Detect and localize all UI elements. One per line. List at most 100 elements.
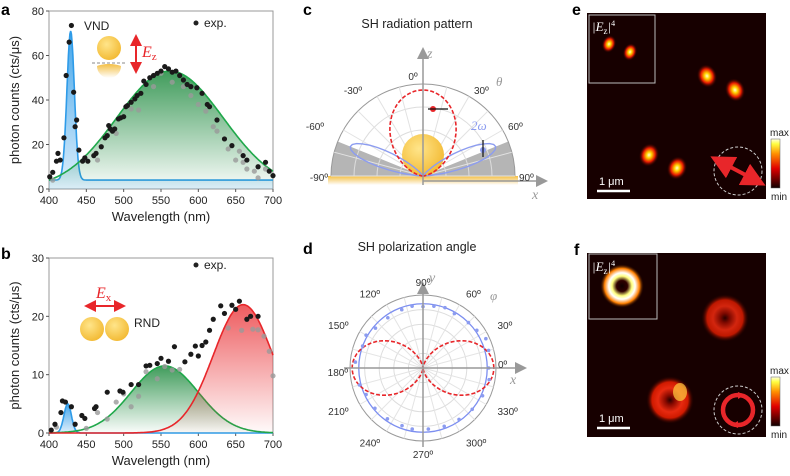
data-point — [410, 427, 415, 431]
data-point — [82, 415, 88, 422]
data-point — [188, 84, 194, 90]
data-point — [158, 68, 164, 74]
data-point-faded — [225, 325, 231, 331]
x-tick-label: 650 — [226, 439, 244, 451]
data-point — [72, 421, 78, 427]
data-point — [134, 92, 140, 99]
polar-grid-spoke — [359, 331, 424, 369]
data-point — [255, 164, 261, 170]
data-point — [244, 316, 250, 322]
data-point — [486, 348, 491, 353]
data-point — [192, 343, 198, 349]
phi-label: φ — [490, 288, 497, 303]
legend-exp-b: exp. — [204, 258, 227, 272]
x-axis-label: x — [509, 373, 517, 388]
colorbar-min-e: min — [771, 192, 787, 203]
data-point-faded — [169, 367, 175, 373]
x-tick-label: 450 — [77, 195, 95, 207]
annotation-vnd: VND — [84, 19, 110, 33]
data-point-faded — [154, 376, 160, 382]
legend-marker-a — [193, 20, 199, 26]
dipole-pattern-dashed — [389, 89, 457, 177]
panel-label-c: c — [303, 2, 312, 19]
data-point — [63, 72, 69, 79]
data-point — [357, 383, 362, 387]
data-point — [480, 393, 485, 398]
x-tick-label: 700 — [264, 439, 282, 451]
chart-a: 400 450 500 550 600 650 700 0 20 40 60 80 Wavelength… — [7, 6, 282, 224]
polar-grid-spoke — [334, 151, 424, 177]
panel-label-d: d — [303, 241, 313, 258]
angle-tick-label: -60º — [306, 122, 324, 133]
chart-c: -90º -60º -30º 0º 30º 60º 90º z x θ 2ω — [306, 47, 548, 203]
y-axis-label: photon counts (cts/μs) — [7, 281, 22, 409]
data-point-faded — [233, 157, 239, 163]
x-tick-label: 700 — [264, 195, 282, 207]
data-point-faded — [244, 166, 250, 172]
data-point — [244, 157, 250, 163]
scale-bar-label-f: 1 μm — [599, 413, 624, 425]
angle-tick-label: -90º — [310, 173, 328, 184]
data-point — [112, 126, 118, 132]
polar-grid-spoke — [352, 367, 424, 388]
angle-tick-label: 300º — [466, 438, 487, 449]
data-point-faded — [143, 369, 149, 375]
x-tick-label: 400 — [40, 439, 58, 451]
chart-d: 0º 30º 60º 90º 120º 150º 180º 210º 240º 270º 300º 3… — [328, 271, 527, 461]
data-point — [470, 407, 475, 412]
x-axis-label: x — [531, 188, 539, 203]
data-point — [68, 22, 74, 29]
vnd-dimer-illustration — [92, 34, 142, 78]
data-point — [104, 133, 110, 139]
data-point — [364, 333, 368, 337]
data-point — [466, 320, 471, 325]
data-point-faded — [113, 399, 119, 405]
data-point-faded — [136, 107, 142, 113]
field-label-ex: Ex — [95, 285, 112, 304]
data-point — [158, 355, 164, 361]
data-point-faded — [94, 409, 101, 416]
y-tick-label: 0 — [38, 184, 44, 196]
data-point-faded — [240, 159, 246, 165]
data-point — [165, 66, 172, 72]
data-point — [72, 124, 78, 130]
data-point-faded — [180, 84, 186, 90]
angle-tick-label: 150º — [328, 321, 349, 332]
data-point — [147, 362, 153, 368]
chart-b: 400 450 500 550 600 650 700 0 10 20 30 Wavelength (… — [7, 253, 282, 468]
data-point-faded — [214, 128, 220, 134]
data-point — [188, 351, 194, 357]
panel-label-e: e — [572, 2, 581, 19]
data-point-faded — [261, 333, 267, 339]
theta-label: θ — [496, 74, 503, 89]
data-point — [180, 77, 186, 83]
data-point-faded — [150, 84, 157, 90]
y-axis-label: photon counts (cts/μs) — [7, 36, 22, 164]
polar-grid-spoke — [403, 367, 424, 439]
y-tick-label: 80 — [32, 6, 44, 18]
x-tick-label: 650 — [226, 195, 244, 207]
data-point — [432, 304, 436, 308]
data-point — [206, 104, 213, 110]
data-point — [173, 68, 179, 74]
data-point — [57, 157, 63, 163]
data-point — [400, 423, 404, 428]
polar-grid-spoke — [386, 304, 424, 369]
data-point — [229, 143, 235, 149]
angle-tick-label: 180º — [328, 368, 349, 379]
data-point-faded — [255, 175, 261, 181]
data-point — [93, 404, 99, 410]
data-point — [154, 70, 160, 76]
data-point — [104, 389, 110, 395]
y-tick-label: 20 — [32, 140, 44, 152]
x-tick-label: 550 — [152, 195, 170, 207]
data-point-faded — [169, 79, 175, 85]
data-point-faded — [225, 146, 231, 152]
data-point — [136, 381, 142, 388]
data-point-faded — [83, 425, 89, 431]
data-point — [255, 313, 261, 319]
data-point — [270, 173, 276, 179]
data-point — [221, 310, 228, 317]
fit-area-red — [49, 304, 273, 433]
